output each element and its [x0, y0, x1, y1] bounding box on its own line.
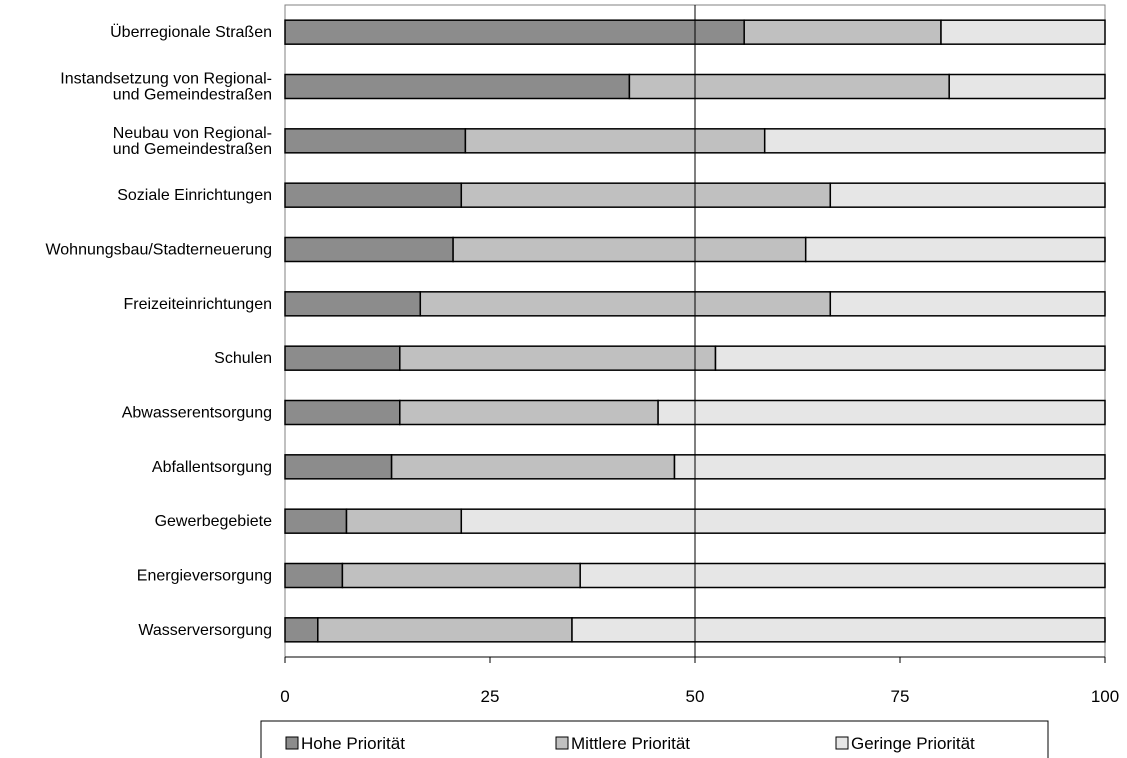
category-label: Abwasserentsorgung	[122, 405, 272, 422]
category-labels-group: Überregionale Straßen Instandsetzung von …	[45, 23, 272, 639]
x-tick-label: 25	[481, 687, 500, 706]
legend-swatch	[835, 736, 849, 750]
category-label: Überregionale Straßen	[110, 23, 272, 41]
category-label: Soziale Einrichtungen	[117, 187, 272, 204]
bar-segment	[829, 291, 1106, 317]
bar-segment	[341, 562, 581, 589]
bar-segment	[673, 454, 1106, 480]
category-label: und Gemeindestraßen	[113, 141, 272, 158]
bar-segment	[460, 508, 1106, 534]
bar-segment	[317, 617, 573, 643]
x-tick-label: 50	[686, 687, 705, 706]
bar-segment	[829, 182, 1106, 208]
bar-segment	[390, 454, 676, 480]
bar-segment	[399, 345, 717, 371]
bar-segment	[579, 562, 1106, 589]
bar-segment	[804, 236, 1106, 263]
category-label: Schulen	[214, 350, 272, 367]
x-axis: 0 25 50 75 100	[280, 656, 1119, 706]
category-label: Abfallentsorgung	[152, 459, 272, 476]
bar-segment	[284, 562, 344, 589]
legend-swatch	[555, 736, 569, 750]
bar-segment	[284, 508, 348, 534]
bar-segment	[284, 19, 745, 45]
bar-segment	[940, 19, 1106, 45]
legend-label: Mittlere Priorität	[571, 734, 690, 753]
legend-label: Hohe Priorität	[301, 734, 405, 753]
bar-segment	[452, 236, 807, 263]
bar-segment	[419, 291, 832, 317]
bar-segment	[948, 73, 1106, 100]
category-label: und Gemeindestraßen	[113, 87, 272, 104]
category-label: Wohnungsbau/Stadterneuerung	[45, 242, 272, 259]
bar-segment	[284, 617, 319, 643]
bar-segment	[714, 345, 1106, 371]
category-label: Instandsetzung von Regional-	[60, 71, 272, 88]
bar-segment	[284, 399, 401, 426]
bar-segment	[464, 128, 766, 154]
bar-segment	[284, 128, 467, 154]
legend-swatch	[285, 736, 299, 750]
bar-segment	[460, 182, 832, 208]
bar-segment	[284, 236, 454, 263]
x-tick-label: 100	[1091, 687, 1119, 706]
bar-segment	[345, 508, 463, 534]
bar-segment	[628, 73, 950, 100]
legend-label: Geringe Priorität	[851, 734, 975, 753]
category-label: Gewerbegebiete	[155, 513, 273, 530]
bar-segment	[284, 291, 422, 317]
bar-segment	[284, 182, 463, 208]
bar-segment	[284, 73, 631, 100]
x-tick-label: 75	[891, 687, 910, 706]
bar-segment	[284, 454, 393, 480]
legend-box	[260, 720, 1049, 758]
category-label: Neubau von Regional-	[113, 125, 272, 142]
bar-segment	[763, 128, 1106, 154]
category-label: Energieversorgung	[137, 568, 272, 585]
bar-segment	[743, 19, 942, 45]
bar-segment	[399, 399, 659, 426]
bars-group	[284, 19, 1106, 643]
legend: Hohe Priorität Mittlere Priorität Geringe …	[260, 720, 1049, 758]
category-label: Freizeiteinrichtungen	[123, 296, 272, 313]
category-label: Wasserversorgung	[138, 622, 272, 639]
x-tick-label: 0	[280, 687, 289, 706]
bar-segment	[657, 399, 1106, 426]
bar-segment	[284, 345, 401, 371]
bar-segment	[571, 617, 1106, 643]
